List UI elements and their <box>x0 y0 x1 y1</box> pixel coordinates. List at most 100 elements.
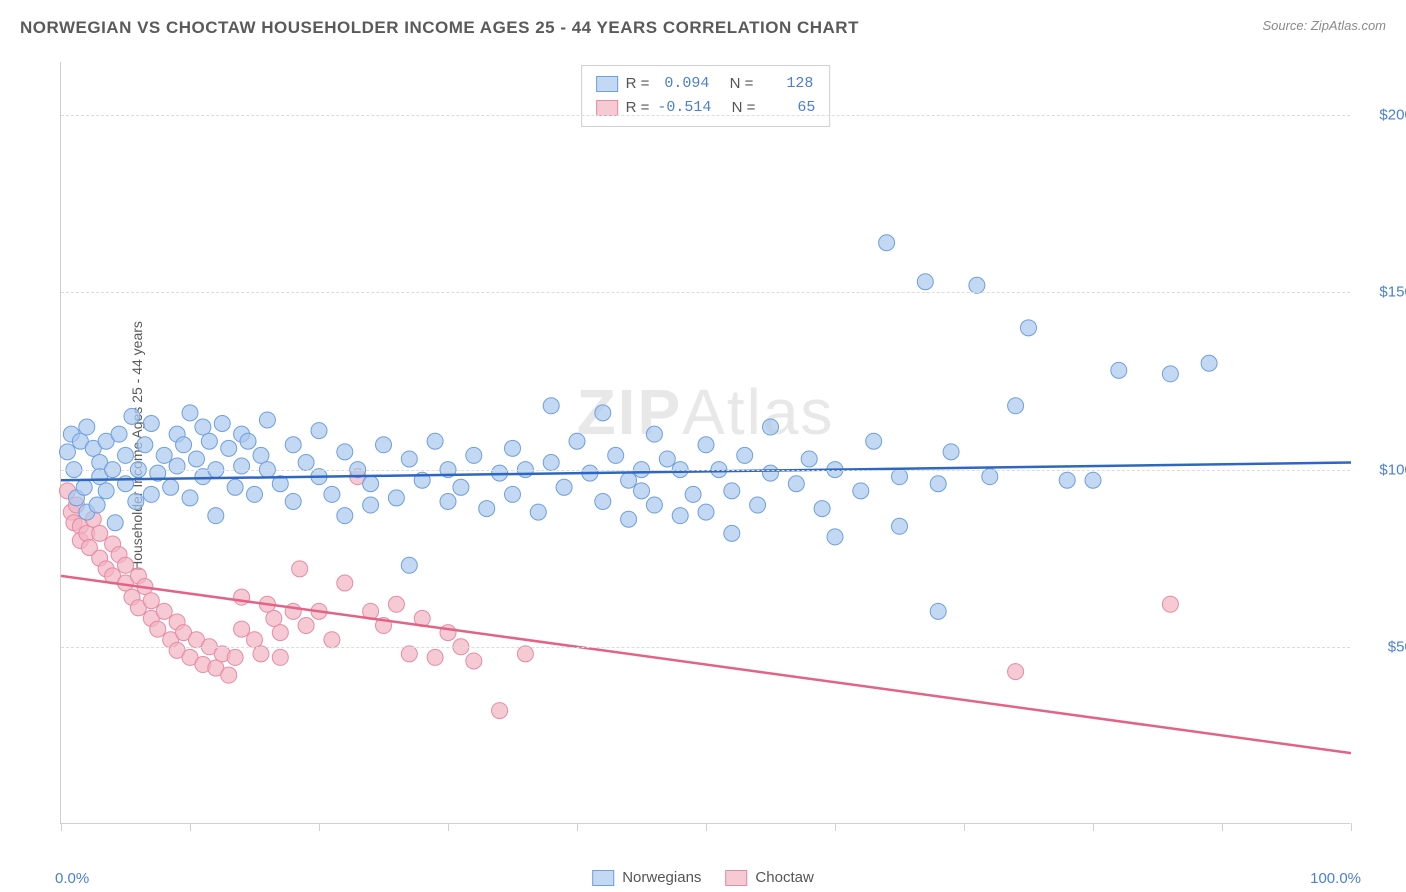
data-point <box>285 493 301 509</box>
data-point <box>214 416 230 432</box>
data-point <box>59 444 75 460</box>
data-point <box>234 589 250 605</box>
data-point <box>750 497 766 513</box>
data-point <box>646 497 662 513</box>
swatch-series1 <box>596 76 618 92</box>
data-point <box>221 667 237 683</box>
data-point <box>724 483 740 499</box>
data-point <box>272 649 288 665</box>
x-tick <box>190 823 191 831</box>
data-point <box>253 447 269 463</box>
data-point <box>337 575 353 591</box>
legend-swatch-1 <box>592 870 614 886</box>
data-point <box>388 596 404 612</box>
data-point <box>1059 472 1075 488</box>
data-point <box>143 416 159 432</box>
x-tick <box>577 823 578 831</box>
grid-line <box>61 470 1350 471</box>
data-point <box>466 653 482 669</box>
x-tick <box>1093 823 1094 831</box>
bottom-legend: Norwegians Choctaw <box>592 869 814 886</box>
data-point <box>98 483 114 499</box>
data-point <box>169 458 185 474</box>
data-point <box>621 511 637 527</box>
chart-svg <box>61 62 1350 823</box>
data-point <box>892 469 908 485</box>
data-point <box>440 625 456 641</box>
data-point <box>1162 596 1178 612</box>
data-point <box>163 479 179 495</box>
data-point <box>111 426 127 442</box>
data-point <box>388 490 404 506</box>
data-point <box>1201 355 1217 371</box>
data-point <box>479 501 495 517</box>
data-point <box>143 593 159 609</box>
data-point <box>763 465 779 481</box>
data-point <box>685 486 701 502</box>
data-point <box>505 440 521 456</box>
data-point <box>1162 366 1178 382</box>
chart-source: Source: ZipAtlas.com <box>1262 18 1386 33</box>
y-tick-label: $200,000 <box>1357 107 1406 124</box>
chart-title: NORWEGIAN VS CHOCTAW HOUSEHOLDER INCOME … <box>20 18 859 38</box>
data-point <box>118 447 134 463</box>
data-point <box>176 437 192 453</box>
data-point <box>227 479 243 495</box>
data-point <box>453 479 469 495</box>
data-point <box>892 518 908 534</box>
y-tick-label: $150,000 <box>1357 284 1406 301</box>
data-point <box>440 493 456 509</box>
x-tick <box>61 823 62 831</box>
data-point <box>259 412 275 428</box>
data-point <box>337 444 353 460</box>
data-point <box>466 447 482 463</box>
data-point <box>285 603 301 619</box>
data-point <box>292 561 308 577</box>
data-point <box>92 525 108 541</box>
data-point <box>517 646 533 662</box>
x-tick <box>1351 823 1352 831</box>
legend-label-2: Choctaw <box>755 869 813 886</box>
data-point <box>401 557 417 573</box>
data-point <box>324 632 340 648</box>
data-point <box>143 486 159 502</box>
stats-row-1: R = 0.094 N = 128 <box>596 72 816 96</box>
data-point <box>569 433 585 449</box>
data-point <box>672 508 688 524</box>
data-point <box>266 610 282 626</box>
data-point <box>298 618 314 634</box>
data-point <box>698 437 714 453</box>
data-point <box>337 508 353 524</box>
data-point <box>324 486 340 502</box>
x-tick <box>706 823 707 831</box>
r-value-1: 0.094 <box>657 72 709 96</box>
x-axis-max-label: 100.0% <box>1310 870 1361 887</box>
data-point <box>646 426 662 442</box>
data-point <box>827 529 843 545</box>
grid-line <box>61 292 1350 293</box>
swatch-series2 <box>596 100 618 116</box>
data-point <box>79 419 95 435</box>
trend-line <box>61 576 1351 753</box>
data-point <box>188 451 204 467</box>
data-point <box>272 625 288 641</box>
data-point <box>1008 398 1024 414</box>
data-point <box>182 490 198 506</box>
data-point <box>427 433 443 449</box>
legend-swatch-2 <box>725 870 747 886</box>
data-point <box>363 497 379 513</box>
data-point <box>363 476 379 492</box>
data-point <box>505 486 521 502</box>
n-value-1: 128 <box>761 72 813 96</box>
legend-item-1: Norwegians <box>592 869 701 886</box>
data-point <box>930 603 946 619</box>
stats-row-2: R = -0.514 N = 65 <box>596 96 816 120</box>
data-point <box>1008 664 1024 680</box>
x-axis-min-label: 0.0% <box>55 870 89 887</box>
data-point <box>89 497 105 513</box>
data-point <box>298 454 314 470</box>
data-point <box>492 703 508 719</box>
data-point <box>227 649 243 665</box>
data-point <box>208 508 224 524</box>
grid-line <box>61 115 1350 116</box>
